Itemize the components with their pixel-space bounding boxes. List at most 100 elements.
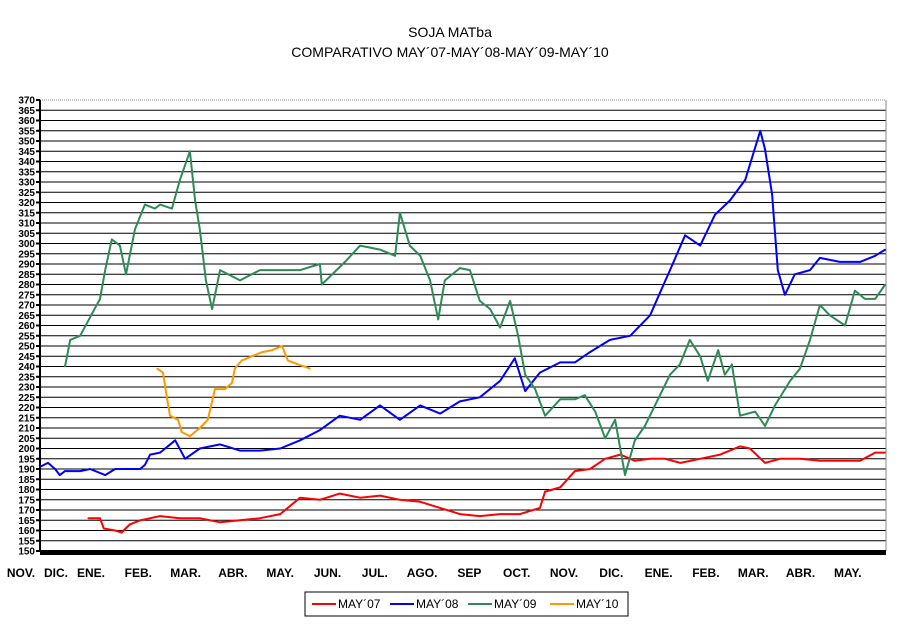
data-point — [539, 371, 541, 374]
data-point — [279, 447, 282, 450]
legend-box — [304, 591, 629, 617]
y-tick-label: 285 — [18, 270, 35, 281]
data-point — [624, 474, 626, 476]
data-point — [219, 269, 221, 271]
data-point — [319, 263, 321, 265]
data-point — [584, 394, 586, 397]
series-lines — [39, 129, 887, 534]
data-point — [699, 244, 702, 247]
data-point — [489, 308, 492, 310]
y-tick-label: 240 — [18, 362, 35, 373]
y-tick-label: 305 — [18, 229, 35, 240]
data-point — [207, 419, 209, 421]
data-point — [444, 279, 446, 282]
data-point — [399, 498, 401, 501]
y-tick-label: 315 — [18, 208, 35, 219]
y-tick-label: 160 — [18, 526, 35, 537]
data-point — [469, 269, 471, 271]
y-tick-label: 355 — [18, 126, 35, 137]
data-point — [104, 474, 106, 476]
data-point — [684, 234, 686, 237]
data-point — [649, 314, 651, 317]
data-point — [359, 496, 361, 499]
data-point — [259, 269, 261, 271]
data-point — [809, 339, 811, 341]
data-point — [219, 521, 221, 524]
y-tick-label: 350 — [18, 137, 35, 148]
data-point — [338, 492, 341, 495]
data-point — [524, 373, 527, 376]
data-point — [171, 207, 173, 210]
data-point — [211, 308, 213, 310]
data-point — [429, 279, 431, 282]
y-tick-label: 270 — [18, 301, 35, 312]
data-point — [689, 339, 691, 341]
y-tick-label: 335 — [18, 167, 35, 178]
data-point — [634, 460, 636, 462]
data-point — [874, 451, 877, 454]
data-point — [544, 490, 546, 493]
data-point — [764, 462, 766, 464]
data-point — [47, 462, 49, 464]
series-line-1 — [39, 129, 886, 477]
chart-title: SOJA MATba — [408, 24, 492, 40]
data-point — [604, 437, 606, 440]
data-point — [114, 529, 116, 532]
data-point — [239, 519, 241, 522]
data-point — [589, 468, 591, 470]
data-point — [64, 365, 66, 368]
data-point — [799, 457, 801, 460]
x-tick-label: ABR. — [218, 566, 247, 580]
data-point — [459, 267, 461, 269]
data-point — [838, 261, 841, 263]
legend-label: MAY´07 — [338, 597, 381, 611]
data-point — [714, 214, 716, 216]
data-point — [239, 279, 241, 282]
data-point — [144, 464, 146, 466]
data-point — [759, 129, 762, 132]
data-point — [134, 228, 136, 230]
data-point — [559, 486, 562, 489]
data-point — [224, 388, 226, 390]
data-point — [784, 293, 786, 296]
data-point — [499, 513, 501, 515]
data-point — [179, 517, 181, 519]
data-point — [128, 468, 131, 470]
data-point — [574, 398, 576, 401]
data-point — [409, 244, 411, 247]
data-point — [271, 349, 273, 351]
x-tick-label: SEP — [457, 566, 481, 580]
data-point — [99, 517, 101, 519]
data-point — [609, 339, 611, 341]
data-point — [111, 238, 113, 241]
data-point — [819, 257, 821, 259]
data-point — [874, 298, 877, 300]
y-tick-label: 195 — [18, 454, 35, 465]
y-tick-label: 330 — [18, 178, 35, 189]
data-point — [499, 326, 501, 329]
data-point — [659, 291, 661, 294]
data-point — [559, 398, 562, 401]
data-point — [844, 324, 846, 327]
data-point — [437, 318, 439, 321]
x-tick-label: OCT. — [503, 566, 530, 580]
data-point — [479, 300, 481, 302]
data-point — [509, 300, 511, 302]
x-tick-label: ABR. — [786, 566, 815, 580]
data-point — [379, 248, 381, 251]
data-point — [181, 431, 183, 433]
data-point — [439, 412, 441, 415]
data-point — [614, 419, 616, 421]
x-tick-label: NOV. — [7, 566, 35, 580]
data-point — [706, 380, 709, 382]
data-point — [241, 359, 243, 362]
data-point — [69, 339, 71, 341]
data-point — [184, 457, 186, 460]
data-point — [58, 474, 61, 476]
data-point — [859, 460, 861, 462]
data-point — [399, 211, 401, 214]
data-point — [251, 355, 253, 358]
data-point — [177, 419, 179, 421]
y-tick-label: 190 — [18, 465, 35, 476]
